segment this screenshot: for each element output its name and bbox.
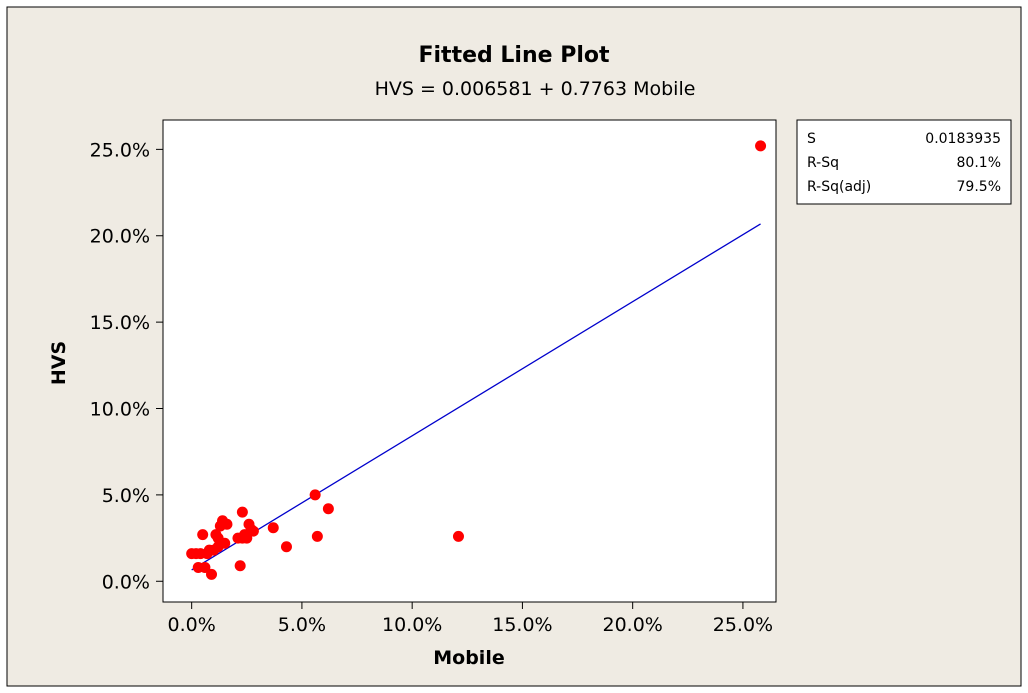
fitted-line: [191, 223, 761, 571]
data-point: [234, 560, 246, 572]
x-tick-label: 25.0%: [713, 614, 773, 636]
stats-label-rsq-adj: R-Sq(adj): [807, 179, 871, 195]
x-tick-label: 10.0%: [382, 614, 442, 636]
data-point: [219, 537, 231, 549]
x-axis-label: Mobile: [433, 647, 504, 669]
statistics-box: S 0.0183935 R-Sq 80.1% R-Sq(adj) 79.5%: [796, 119, 1012, 205]
data-point: [755, 140, 767, 152]
stats-label-rsq: R-Sq: [807, 155, 839, 171]
data-point: [199, 561, 211, 573]
data-point: [267, 522, 279, 534]
y-tick-label: 20.0%: [90, 226, 150, 248]
stats-box-border: [796, 119, 1012, 205]
chart-title: Fitted Line Plot: [418, 43, 610, 68]
data-point: [221, 518, 233, 530]
y-tick-label: 15.0%: [90, 312, 150, 334]
data-point: [280, 541, 292, 553]
stats-value-s: 0.0183935: [925, 131, 1001, 147]
x-tick-label: 20.0%: [602, 614, 662, 636]
fitted-regression-line: [191, 223, 761, 571]
data-point: [236, 506, 248, 518]
stats-value-rsq-adj: 79.5%: [957, 179, 1001, 195]
stats-value-rsq: 80.1%: [957, 155, 1001, 171]
data-point: [206, 568, 218, 580]
data-point: [241, 532, 253, 544]
plot-area: [162, 119, 777, 603]
data-points: [186, 140, 767, 580]
y-tick-label: 5.0%: [102, 485, 150, 507]
chart-subtitle: HVS = 0.006581 + 0.7763 Mobile: [375, 78, 696, 100]
x-tick-label: 0.0%: [168, 614, 216, 636]
data-point: [311, 530, 323, 542]
y-tick-label: 10.0%: [90, 399, 150, 421]
x-tick-label: 15.0%: [492, 614, 552, 636]
stats-label-s: S: [807, 131, 816, 147]
y-axis: 0.0% 5.0% 10.0% 15.0% 20.0% 25.0%: [90, 139, 163, 593]
y-axis-label: HVS: [48, 341, 70, 385]
data-point: [247, 525, 259, 537]
x-tick-label: 5.0%: [278, 614, 326, 636]
y-tick-label: 0.0%: [102, 571, 150, 593]
x-axis: 0.0% 5.0% 10.0% 15.0% 20.0% 25.0%: [168, 602, 773, 636]
data-point: [309, 489, 321, 501]
y-tick-label: 25.0%: [90, 139, 150, 161]
data-point: [322, 503, 334, 515]
data-point: [452, 530, 464, 542]
data-point: [197, 529, 209, 541]
